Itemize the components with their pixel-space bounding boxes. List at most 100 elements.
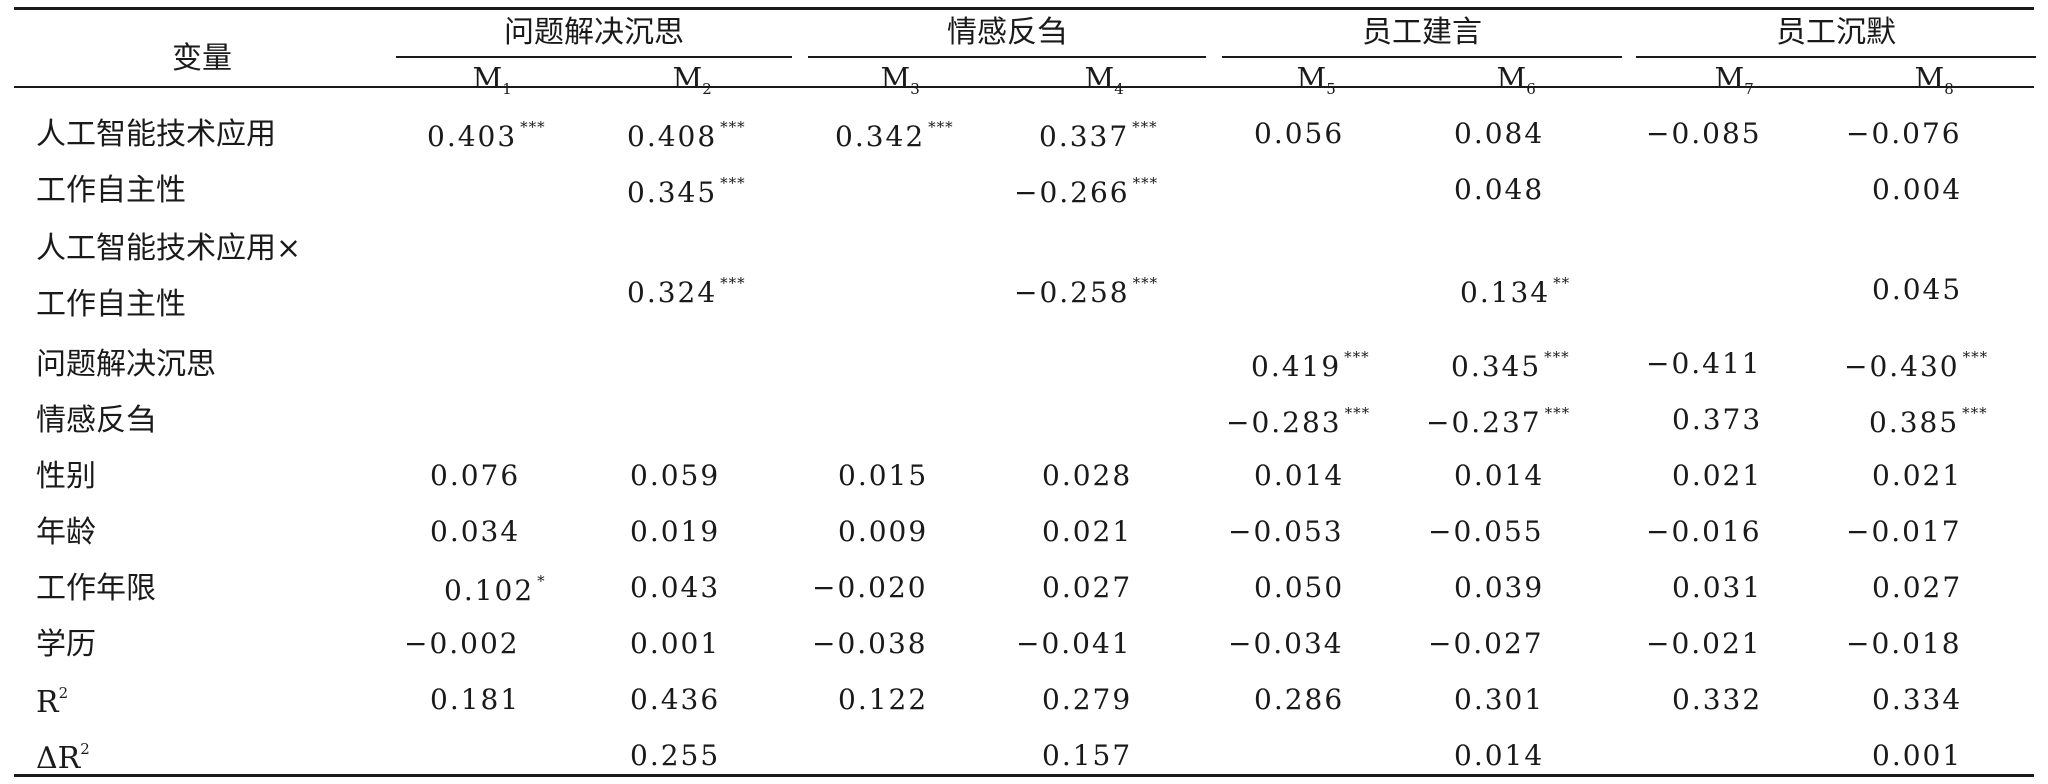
significance-marker: *: [537, 572, 546, 590]
model-subscript: 4: [1114, 80, 1124, 98]
table-cell: −0.027: [1428, 627, 1544, 660]
group-underline: [1636, 56, 2036, 58]
table-cell: 0.021: [1672, 459, 1763, 492]
row-label: 工作自主性: [36, 173, 186, 208]
table-cell: 0.001: [1872, 739, 1963, 772]
significance-marker: ***: [1344, 348, 1370, 366]
table-cell: 0.157: [1042, 739, 1133, 772]
table-cell: 0.419 ***: [1251, 348, 1370, 383]
table-cell: 0.403 ***: [427, 118, 546, 153]
row-label: 性别: [36, 459, 96, 494]
table-cell: 0.436: [630, 683, 721, 716]
table-cell: −0.430 ***: [1844, 348, 1989, 383]
table-cell: −0.411: [1646, 347, 1762, 380]
table-cell: 0.345 ***: [627, 174, 746, 209]
group-underline: [396, 56, 792, 58]
table-cell: 0.076: [430, 459, 521, 492]
table-cell: 0.015: [838, 459, 929, 492]
model-subscript: 7: [1744, 80, 1754, 98]
table-bottom-rule: [14, 774, 2034, 777]
model-subscript: 5: [1326, 80, 1336, 98]
table-cell: 0.373: [1672, 403, 1763, 436]
significance-marker: ***: [928, 118, 954, 136]
table-cell: 0.009: [838, 515, 929, 548]
table-cell: 0.014: [1254, 459, 1345, 492]
significance-marker: ***: [1344, 404, 1371, 422]
row-label: 年龄: [36, 515, 96, 550]
significance-marker: ***: [720, 274, 746, 292]
table-cell: −0.017: [1846, 515, 1962, 548]
table-cell: 0.001: [630, 627, 721, 660]
label-superscript: 2: [58, 684, 69, 702]
table-cell: −0.034: [1228, 627, 1344, 660]
table-cell: 0.014: [1454, 739, 1545, 772]
table-cell: 0.181: [430, 683, 521, 716]
group-underline: [808, 56, 1206, 58]
table-cell: −0.266 ***: [1014, 174, 1159, 209]
significance-marker: ***: [520, 118, 546, 136]
row-label: 问题解决沉思: [36, 347, 216, 382]
table-cell: 0.027: [1042, 571, 1133, 604]
significance-marker: **: [1553, 274, 1571, 292]
table-top-rule: [14, 7, 2034, 10]
group-underline: [1222, 56, 1622, 58]
table-header-rule: [14, 86, 2034, 88]
table-cell: 0.345 ***: [1451, 348, 1570, 383]
model-header: M5: [1296, 61, 1336, 98]
row-label: 人工智能技术应用: [36, 117, 276, 152]
group-header: 员工沉默: [1776, 15, 1896, 50]
model-subscript: 3: [910, 80, 920, 98]
model-header: M4: [1084, 61, 1124, 98]
table-cell: 0.102 *: [444, 572, 546, 607]
row-label: 情感反刍: [36, 403, 156, 438]
table-cell: 0.408 ***: [627, 118, 746, 153]
corner-header: 变量: [172, 41, 232, 76]
table-cell: 0.039: [1454, 571, 1545, 604]
model-header: M3: [880, 61, 920, 98]
table-cell: −0.053: [1228, 515, 1344, 548]
significance-marker: ***: [720, 118, 746, 136]
table-cell: −0.055: [1428, 515, 1544, 548]
model-header: M6: [1496, 61, 1536, 98]
model-header: M2: [672, 61, 712, 98]
table-cell: 0.122: [838, 683, 929, 716]
table-cell: 0.021: [1042, 515, 1133, 548]
row-label: 人工智能技术应用×: [36, 231, 302, 266]
table-cell: 0.332: [1672, 683, 1763, 716]
label-superscript: 2: [80, 740, 90, 758]
model-header: M1: [472, 61, 512, 98]
table-cell: 0.031: [1672, 571, 1763, 604]
model-subscript: 6: [1526, 80, 1536, 98]
table-cell: 0.050: [1254, 571, 1345, 604]
group-header: 问题解决沉思: [504, 15, 684, 50]
table-cell: 0.034: [430, 515, 521, 548]
significance-marker: ***: [1544, 348, 1570, 366]
table-cell: −0.283 ***: [1226, 404, 1371, 439]
table-cell: 0.019: [630, 515, 721, 548]
row-label: R2: [36, 684, 69, 720]
table-cell: −0.258 ***: [1014, 274, 1159, 309]
significance-marker: ***: [1962, 348, 1989, 366]
significance-marker: ***: [1132, 174, 1159, 192]
table-cell: 0.301: [1454, 683, 1545, 716]
table-cell: 0.043: [630, 571, 721, 604]
table-cell: 0.084: [1454, 117, 1545, 150]
table-cell: 0.021: [1872, 459, 1963, 492]
group-header: 情感反刍: [947, 15, 1067, 50]
table-cell: 0.004: [1872, 173, 1963, 206]
table-cell: 0.048: [1454, 173, 1545, 206]
table-cell: −0.020: [812, 571, 928, 604]
row-label: 工作年限: [36, 571, 156, 606]
table-cell: −0.002: [404, 627, 520, 660]
model-header: M8: [1914, 61, 1954, 98]
group-header: 员工建言: [1362, 15, 1482, 50]
table-cell: −0.021: [1646, 627, 1762, 660]
table-cell: −0.038: [812, 627, 928, 660]
significance-marker: ***: [1132, 118, 1158, 136]
table-cell: −0.085: [1646, 117, 1762, 150]
table-cell: 0.279: [1042, 683, 1133, 716]
model-header: M7: [1714, 61, 1754, 98]
table-cell: 0.324 ***: [627, 274, 746, 309]
table-cell: 0.342 ***: [835, 118, 954, 153]
